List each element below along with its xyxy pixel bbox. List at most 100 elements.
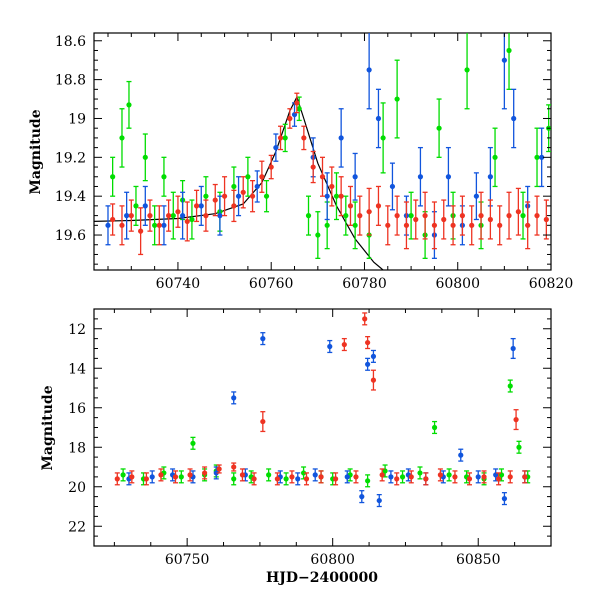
top-data-point — [161, 174, 167, 180]
top-data-point — [193, 203, 200, 209]
top-data-point — [217, 213, 223, 219]
top-data-point — [385, 222, 391, 228]
top-data-point — [534, 154, 540, 160]
bottom-data-point — [452, 474, 458, 480]
top-panel: 60740 60760 60780 60800 60820 18.6 18.8 19 19.2 1… — [28, 32, 573, 292]
top-data-point — [492, 154, 498, 160]
top-data-point — [133, 203, 139, 209]
top-data-point — [142, 203, 148, 209]
bottom-data-point — [283, 476, 289, 482]
top-data-point — [324, 193, 330, 199]
bottom-data-point — [260, 336, 266, 342]
top-data-point — [436, 125, 442, 131]
bottom-x-tick-label: 60750 — [165, 552, 210, 568]
top-data-point — [124, 213, 130, 219]
top-data-point — [170, 213, 176, 219]
bottom-data-point — [379, 472, 385, 478]
top-data-point — [203, 213, 209, 219]
bottom-data-point — [129, 474, 135, 480]
top-data-point — [413, 216, 419, 223]
top-data-point — [235, 193, 242, 199]
top-data-point — [324, 222, 330, 228]
top-ticks-layer: 60740 60760 60780 60800 60820 18.6 18.8 19 19.2 1… — [55, 33, 573, 292]
top-data-point — [506, 213, 512, 219]
top-data-point — [277, 135, 284, 141]
top-data-point — [497, 222, 503, 228]
top-data-point — [441, 216, 447, 223]
bottom-data-point — [507, 474, 513, 480]
bottom-y-tick-label: 20 — [68, 480, 86, 496]
top-data-layer — [105, 33, 551, 259]
top-data-point — [138, 228, 144, 234]
bottom-y-tick-label: 14 — [68, 361, 86, 377]
bottom-data-point — [498, 472, 505, 478]
bottom-data-point — [423, 476, 429, 482]
bottom-ticks-layer: 60750 60800 60850 12 14 16 18 20 22 — [68, 308, 552, 568]
top-y-tick-label: 19.4 — [55, 189, 86, 205]
bottom-data-point — [295, 476, 301, 482]
top-data-point — [315, 232, 321, 238]
bottom-data-point — [274, 476, 280, 482]
bottom-data-point — [417, 470, 423, 476]
top-data-point — [249, 193, 256, 199]
bottom-data-point — [362, 316, 368, 322]
top-y-tick-label: 19.6 — [55, 228, 86, 244]
top-data-point — [511, 115, 517, 122]
top-data-point — [422, 213, 428, 219]
top-data-point — [347, 203, 354, 209]
top-x-tick-label: 60740 — [156, 276, 201, 292]
top-data-point — [231, 183, 237, 190]
bottom-y-tick-label: 18 — [68, 440, 86, 456]
top-data-point — [352, 222, 358, 228]
top-data-point — [473, 193, 479, 199]
bottom-data-point — [522, 474, 528, 480]
top-y-axis-title: Magnitude — [28, 109, 44, 194]
top-data-point — [319, 174, 326, 180]
top-data-point — [394, 96, 400, 102]
bottom-data-point — [481, 474, 487, 480]
bottom-data-point — [365, 339, 371, 346]
top-data-point — [128, 213, 134, 219]
bottom-data-point — [202, 470, 208, 476]
bottom-y-axis-title: Magnitude — [40, 385, 56, 470]
top-data-point — [394, 213, 400, 219]
bottom-data-point — [190, 440, 196, 446]
bottom-data-point — [510, 345, 516, 352]
top-data-point — [301, 135, 307, 141]
bottom-series-2 — [114, 312, 528, 486]
bottom-data-point — [300, 470, 307, 476]
top-data-point — [389, 183, 396, 190]
bottom-data-point — [446, 472, 452, 478]
bottom-data-point — [303, 476, 310, 482]
top-data-point — [259, 174, 265, 180]
bottom-data-point — [394, 476, 400, 482]
top-data-point — [294, 100, 300, 106]
bottom-data-point — [493, 472, 499, 478]
bottom-y-tick-label: 22 — [68, 519, 86, 535]
top-data-point — [469, 222, 475, 228]
top-data-point — [184, 218, 190, 225]
bottom-data-point — [149, 474, 155, 480]
bottom-data-point — [158, 472, 164, 478]
top-data-point — [203, 193, 209, 199]
top-x-tick-label: 60760 — [249, 276, 294, 292]
bottom-series-1 — [126, 332, 528, 508]
bottom-data-point — [172, 474, 179, 480]
top-data-point — [520, 213, 526, 219]
bottom-data-point — [327, 343, 333, 350]
bottom-data-point — [507, 383, 513, 389]
top-data-point — [254, 183, 260, 190]
top-data-point — [310, 164, 316, 170]
top-data-point — [539, 154, 545, 160]
top-data-point — [268, 164, 274, 170]
top-data-point — [408, 213, 414, 219]
bottom-data-point — [408, 474, 414, 480]
bottom-y-tick-label: 16 — [68, 401, 86, 417]
bottom-data-point — [501, 496, 508, 502]
top-data-point — [105, 222, 111, 228]
bottom-data-point — [376, 497, 382, 504]
bottom-data-point — [216, 466, 222, 472]
top-data-point — [543, 216, 549, 223]
top-data-point — [282, 135, 288, 141]
top-data-point — [534, 213, 540, 219]
